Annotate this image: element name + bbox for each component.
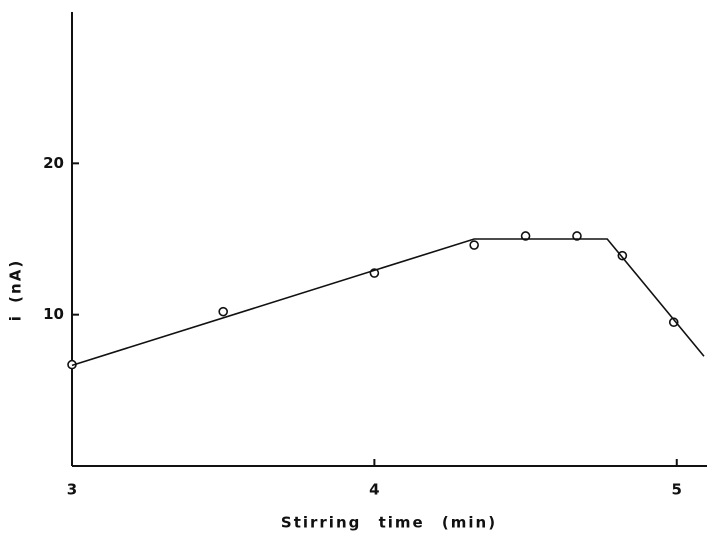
- data-point: [218, 306, 228, 317]
- y-tick-label: 20: [43, 154, 64, 172]
- x-axis-label: Stirring time (min): [281, 514, 497, 532]
- data-point: [572, 231, 582, 241]
- x-tick-label: 4: [369, 481, 379, 499]
- data-point: [668, 317, 679, 328]
- x-tick-label: 3: [67, 481, 77, 499]
- fit-line: [71, 238, 705, 367]
- y-tick-label: 10: [43, 305, 64, 323]
- y-axis-label: i (nA): [7, 259, 25, 321]
- x-tick-label: 5: [672, 481, 682, 499]
- data-point: [469, 240, 479, 250]
- data-point: [520, 231, 531, 241]
